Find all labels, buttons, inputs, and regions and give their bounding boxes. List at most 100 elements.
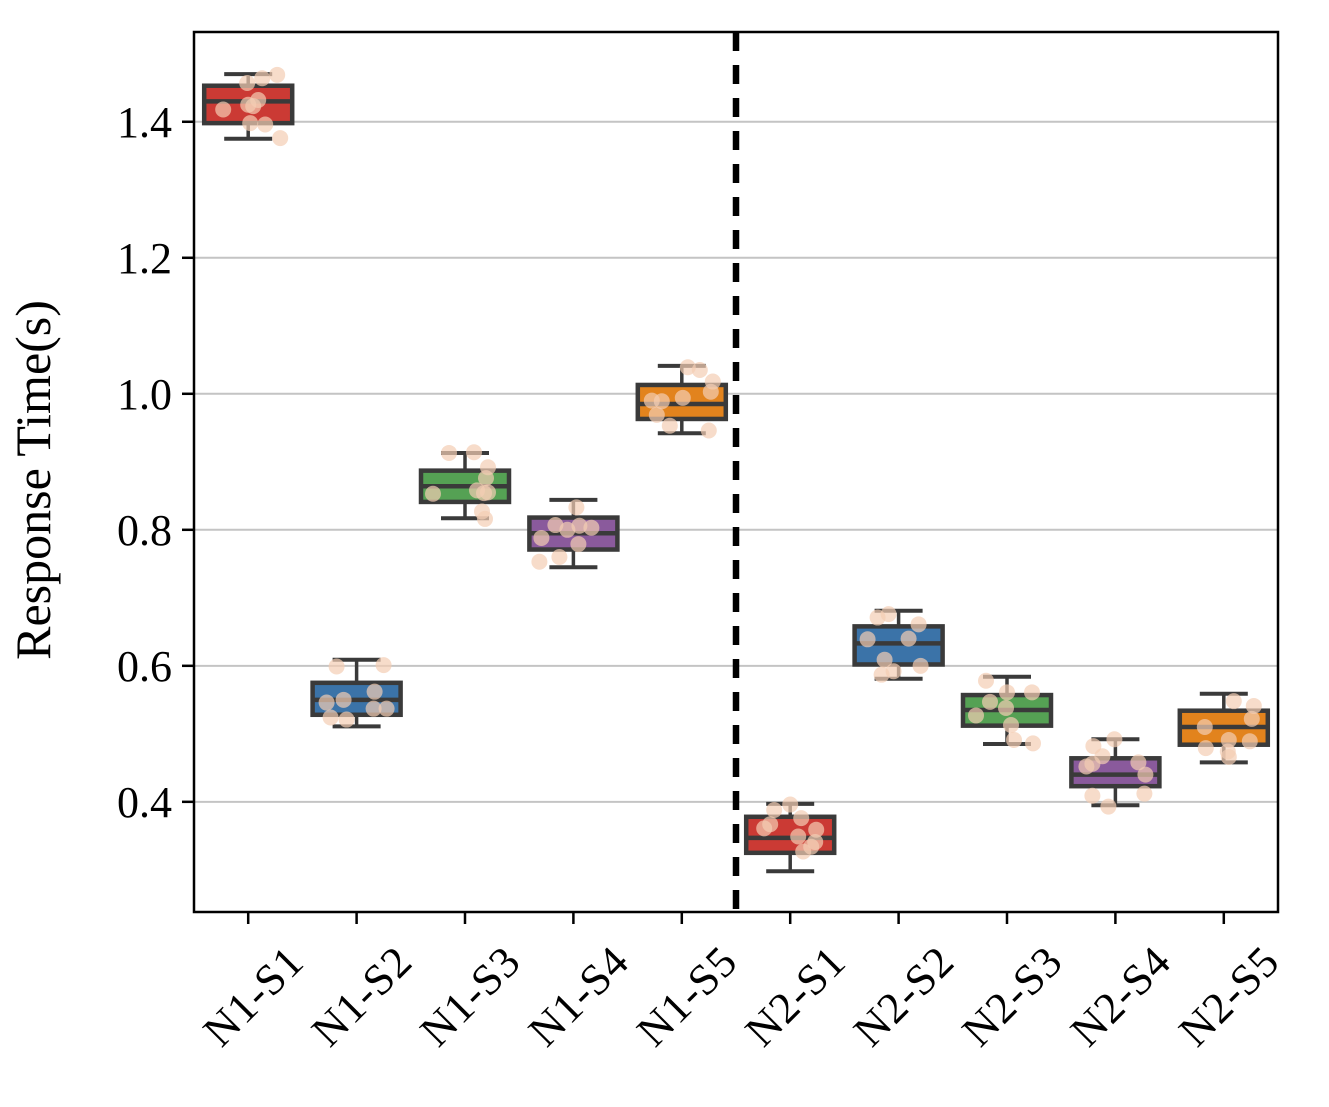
strip-point <box>1136 785 1153 802</box>
strip-points-N1-S2 <box>318 657 395 728</box>
strip-point <box>322 709 339 726</box>
strip-point <box>1220 748 1237 765</box>
strip-point <box>551 549 568 566</box>
strip-point <box>859 631 876 648</box>
strip-point <box>547 517 564 534</box>
strip-point <box>378 700 395 717</box>
strip-point <box>1225 693 1242 710</box>
strip-point <box>1025 735 1041 752</box>
strip-points-N2-S1 <box>756 796 825 860</box>
strip-point <box>239 75 256 92</box>
y-tick-label: 0.4 <box>117 778 172 827</box>
y-tick-label: 0.6 <box>117 642 172 691</box>
strip-point <box>338 711 355 728</box>
strip-point <box>1084 755 1101 772</box>
strip-point <box>583 519 600 536</box>
x-tick-label: N1-S2 <box>302 936 421 1055</box>
strip-point <box>366 683 383 700</box>
strip-point <box>1196 719 1213 736</box>
axis-ticks-layer <box>182 120 1226 924</box>
strip-points-N1-S3 <box>425 444 496 527</box>
plot-border-spines <box>192 30 1280 914</box>
strip-point <box>568 499 585 516</box>
strip-point <box>466 444 482 461</box>
strip-point <box>365 700 382 717</box>
strip-points-N2-S3 <box>968 672 1041 752</box>
y-tick-label: 1.4 <box>117 98 172 147</box>
box-group-N2-S2 <box>852 608 945 681</box>
strip-point <box>808 821 825 838</box>
strip-point <box>1106 731 1123 748</box>
strip-point <box>653 393 670 410</box>
strip-point <box>215 101 232 118</box>
strip-points-N1-S5 <box>643 359 721 439</box>
strip-point <box>245 98 262 115</box>
x-tick-label: N2-S5 <box>1169 936 1288 1055</box>
strip-point <box>674 389 691 406</box>
strip-point <box>425 485 441 502</box>
strip-point <box>648 406 665 423</box>
strip-point <box>795 843 812 860</box>
strip-point <box>1024 684 1040 701</box>
strip-point <box>571 517 588 534</box>
y-tick-label: 0.8 <box>117 506 172 555</box>
strip-point <box>793 810 810 827</box>
strip-point <box>375 657 392 674</box>
axes-spines-layer <box>192 30 1280 914</box>
strip-point <box>477 510 493 527</box>
strip-point <box>700 422 717 439</box>
y-tick-label: 1.2 <box>117 234 172 283</box>
strip-point <box>254 70 271 87</box>
strip-point <box>982 693 998 710</box>
strip-point <box>766 801 783 818</box>
strip-point <box>1130 754 1147 771</box>
x-tick-label: N2-S3 <box>953 936 1072 1055</box>
strip-point <box>318 694 335 711</box>
strip-point <box>1197 740 1214 757</box>
strip-point <box>880 606 897 623</box>
strip-point <box>691 361 708 378</box>
strip-point <box>1245 697 1262 714</box>
strip-point <box>1220 731 1237 748</box>
strip-point <box>1137 766 1154 783</box>
strip-point <box>533 529 550 546</box>
strip-point <box>756 820 773 837</box>
strip-point <box>559 521 576 538</box>
strip-point <box>478 470 494 487</box>
strip-point <box>885 663 902 680</box>
strip-point <box>272 130 289 147</box>
strip-point <box>679 359 696 376</box>
strip-point <box>900 630 917 647</box>
strip-point <box>782 796 799 813</box>
strip-point <box>242 115 259 132</box>
strip-points-layer <box>215 66 1262 860</box>
x-tick-label: N1-S1 <box>194 936 313 1055</box>
y-tick-label: 1.0 <box>117 370 172 419</box>
strip-point <box>1006 731 1022 748</box>
strip-point <box>1084 787 1101 804</box>
strip-point <box>912 657 929 674</box>
strip-point <box>328 658 345 675</box>
x-tick-label: N2-S2 <box>844 936 963 1055</box>
strip-point <box>876 651 893 668</box>
strip-point <box>257 116 274 133</box>
strip-point <box>335 691 352 708</box>
strip-point <box>910 616 927 633</box>
strip-points-N2-S5 <box>1196 693 1262 765</box>
strip-point <box>269 66 286 83</box>
strip-point <box>873 666 890 683</box>
strip-point <box>702 383 719 400</box>
box-group-N1-S3 <box>418 450 512 521</box>
strip-point <box>998 699 1014 716</box>
strip-points-N1-S4 <box>531 499 600 570</box>
x-tick-label: N1-S4 <box>519 936 638 1055</box>
strip-point <box>480 484 496 501</box>
x-tick-label: N2-S4 <box>1061 936 1180 1055</box>
strip-point <box>570 536 587 553</box>
strip-points-N2-S4 <box>1078 731 1154 815</box>
y-axis-title: Response Time(s) <box>5 300 61 660</box>
strip-point <box>968 707 984 724</box>
strip-point <box>999 684 1015 701</box>
x-tick-label: N1-S3 <box>411 936 530 1055</box>
